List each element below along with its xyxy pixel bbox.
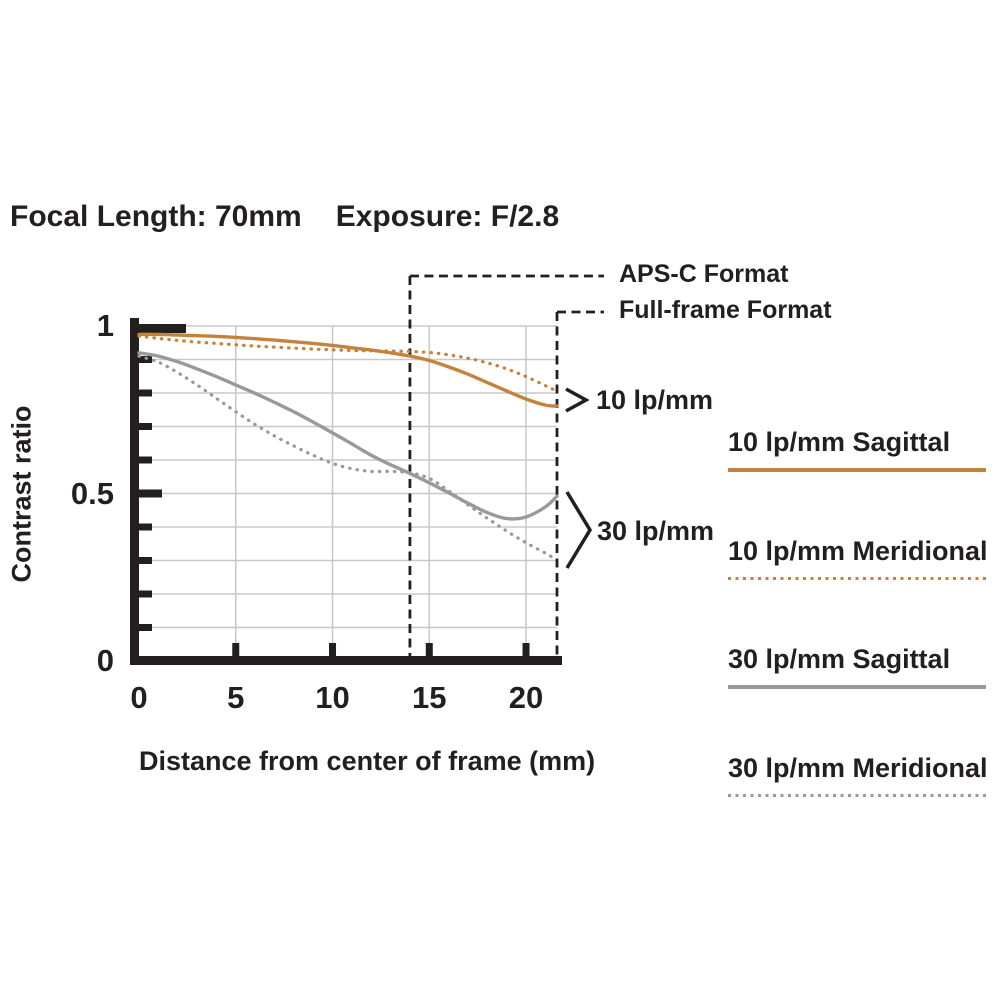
chart-title: Focal Length: 70mm Exposure: F/2.8 [10, 200, 559, 234]
x-tick-label: 20 [508, 680, 544, 715]
axes-and-ticks [130, 318, 562, 665]
legend-entry: 30 lp/mm Sagittal [728, 643, 986, 689]
legend-entry: 10 lp/mm Sagittal [728, 426, 986, 472]
y-axis-title: Contrast ratio [6, 405, 37, 583]
x-axis-title: Distance from center of frame (mm) [139, 746, 596, 776]
y-tick-mark [130, 324, 186, 333]
curve-10-lp-mm-meridional [137, 334, 559, 393]
full-frame-format-label: Full-frame Format [619, 296, 832, 324]
format-boundary-dashed-lines [408, 274, 604, 657]
curve-10-lp-mm-sagittal [137, 332, 559, 408]
mtf-curves [137, 332, 559, 562]
legend-label: 10 lp/mm Sagittal [728, 427, 951, 457]
group-label-30lpmm: 30 lp/mm [597, 516, 715, 546]
legend-solid-line-swatch [728, 468, 986, 472]
y-tick-label: 0.5 [70, 475, 114, 511]
bracket-30lpmm-icon [565, 491, 593, 569]
x-tick-label: 5 [227, 680, 245, 715]
y-tick-mark [139, 423, 152, 430]
x-tick-mark [232, 643, 240, 656]
legend: 10 lp/mm Sagittal 10 lp/mm Meridional 30 l… [728, 426, 988, 860]
legend-entry: 10 lp/mm Meridional [728, 535, 988, 580]
legend-dotted-line-swatch [728, 576, 986, 580]
y-tick-mark [139, 590, 152, 598]
curve-30-lp-mm-meridional [137, 354, 559, 562]
title-focal-length: Focal Length: 70mm [10, 200, 302, 233]
legend-dotted-line-swatch [728, 793, 986, 797]
y-tick-mark [139, 456, 152, 464]
curve-30-lp-mm-sagittal [137, 351, 559, 521]
title-exposure: Exposure: F/2.8 [335, 200, 560, 233]
x-tick-label: 15 [412, 680, 447, 715]
x-tick-mark [425, 643, 433, 656]
x-tick-label: 10 [315, 680, 350, 715]
y-tick-mark [139, 624, 152, 631]
y-tick-label: 1 [96, 308, 114, 343]
x-axis-line [130, 656, 562, 665]
legend-label: 30 lp/mm Meridional [728, 752, 988, 783]
aps-c-format-label: APS-C Format [619, 260, 789, 288]
x-tick-mark [329, 643, 337, 656]
gridlines [139, 325, 557, 656]
legend-label: 30 lp/mm Sagittal [728, 644, 951, 674]
y-tick-label: 0 [96, 643, 114, 678]
legend-label: 10 lp/mm Meridional [728, 535, 988, 566]
legend-entry: 30 lp/mm Meridional [728, 752, 988, 797]
bracket-10lpmm-icon [565, 387, 590, 413]
group-label-10lpmm: 10 lp/mm [596, 385, 714, 415]
y-axis-line [130, 318, 139, 665]
y-tick-mark [139, 489, 162, 498]
x-tick-mark [522, 643, 530, 656]
legend-solid-line-swatch [728, 685, 986, 689]
y-tick-mark [139, 557, 152, 564]
y-tick-mark [139, 523, 152, 531]
x-tick-label: 0 [130, 680, 148, 715]
y-tick-mark [139, 389, 152, 397]
